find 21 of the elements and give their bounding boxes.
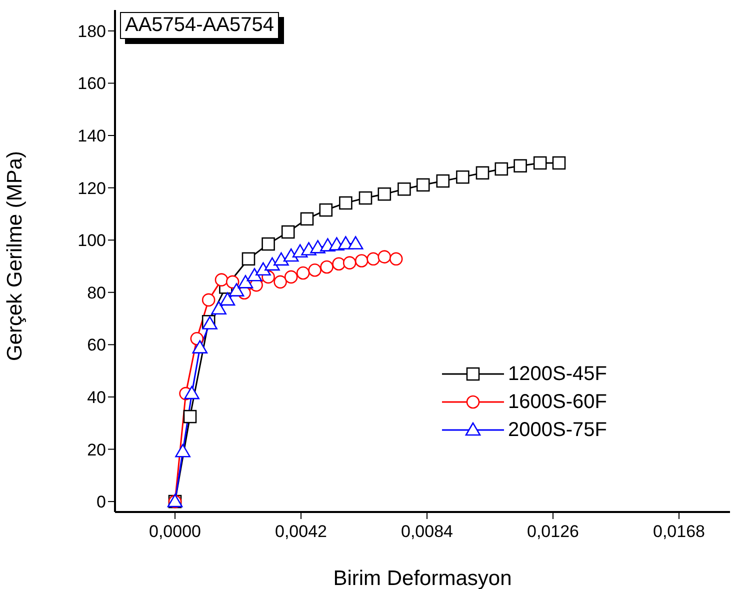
- legend-label: 2000S-75F: [508, 418, 607, 442]
- x-tick-label: 0,0042: [275, 522, 327, 542]
- x-tick-label: 0,0084: [401, 522, 453, 542]
- x-tick-label: 0,0000: [149, 522, 201, 542]
- y-tick-label: 0: [96, 492, 106, 512]
- x-tick-label: 0,0168: [653, 522, 705, 542]
- x-tick-label: 0,0126: [527, 522, 579, 542]
- y-tick-label: 160: [78, 74, 106, 94]
- y-tick-label: 140: [78, 126, 106, 146]
- annotation: AA5754-AA5754: [120, 12, 280, 39]
- y-tick-label: 180: [78, 22, 106, 41]
- y-tick-label: 20: [87, 440, 106, 460]
- legend-label: 1600S-60F: [508, 390, 607, 414]
- y-tick-label: 40: [87, 388, 106, 407]
- x-axis-title: Birim Deformasyon: [333, 567, 512, 589]
- y-axis-title: Gerçek Gerilme (MPa): [3, 150, 26, 361]
- y-tick-label: 120: [78, 178, 106, 198]
- y-tick-label: 80: [87, 283, 106, 302]
- legend-label: 1200S-45F: [508, 362, 607, 386]
- y-tick-label: 60: [87, 336, 106, 355]
- y-tick-label: 100: [78, 231, 106, 250]
